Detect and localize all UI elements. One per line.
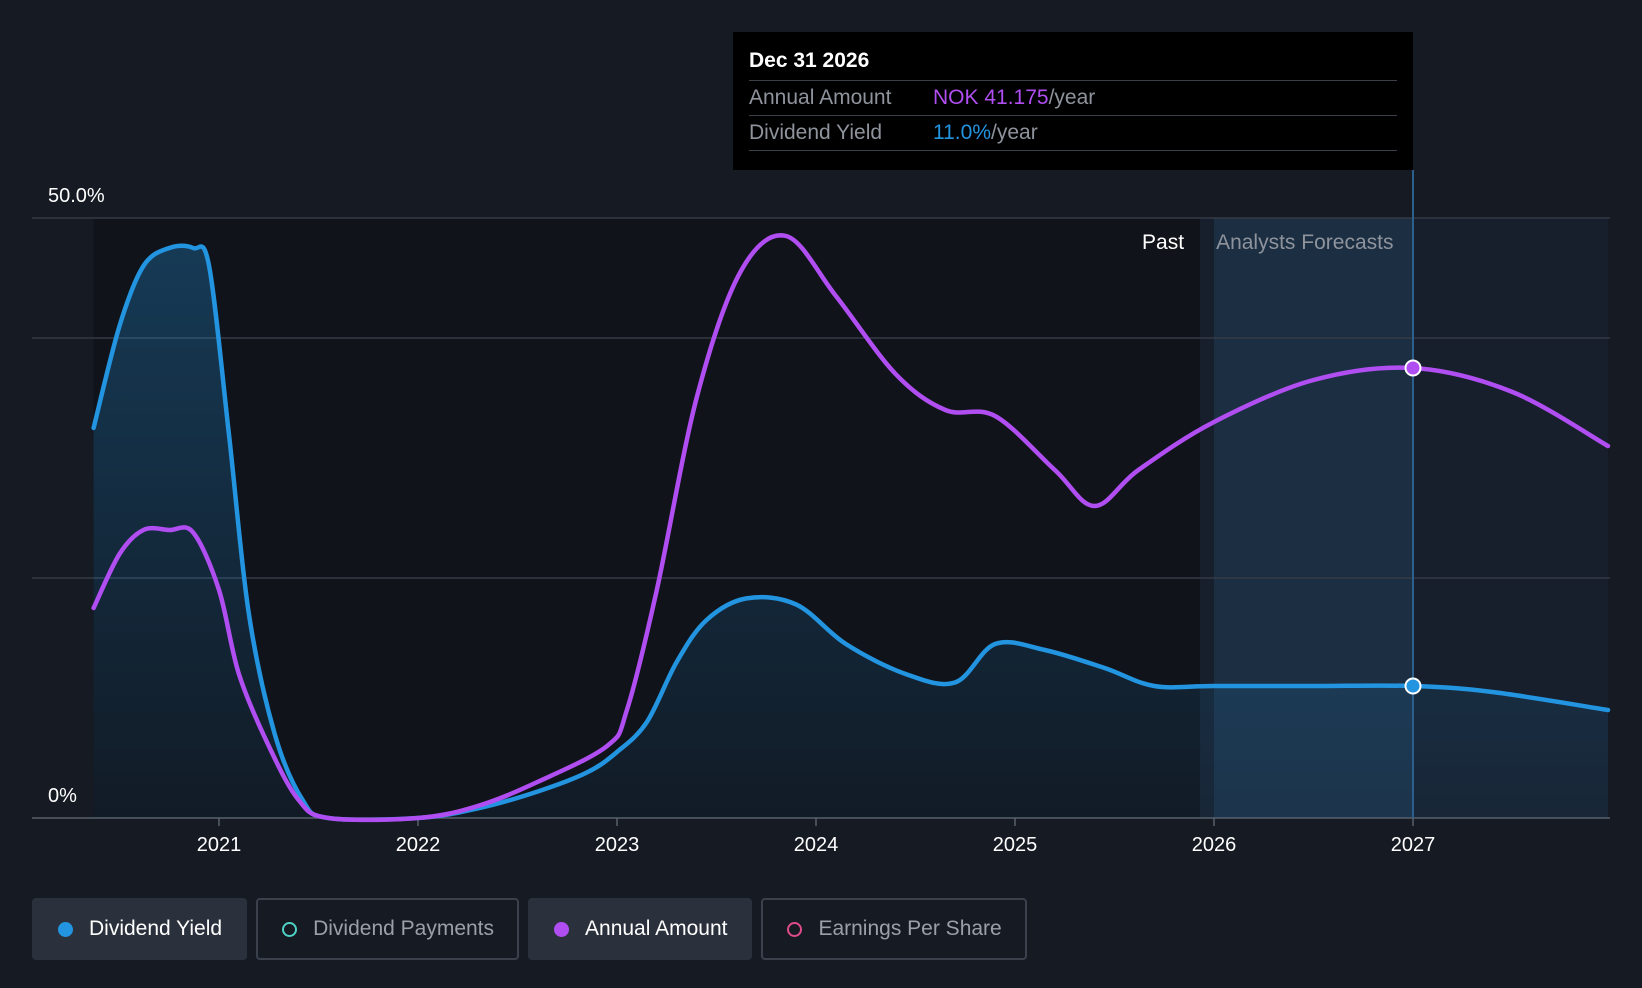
forecast-region-label: Analysts Forecasts — [1216, 231, 1393, 254]
tooltip-yield-row: Dividend Yield 11.0% /year — [749, 115, 1397, 151]
x-tick-label-2022: 2022 — [396, 834, 441, 856]
tooltip-yield-label: Dividend Yield — [749, 121, 883, 144]
legend-earnings-per-share-button[interactable]: Earnings Per Share — [761, 898, 1027, 960]
x-tick-label-2025: 2025 — [993, 834, 1038, 856]
tooltip-date: Dec 31 2026 — [749, 49, 870, 72]
dividend-yield-hover-marker — [1404, 677, 1422, 695]
legend-dividend-yield-button[interactable]: Dividend Yield — [32, 898, 248, 960]
legend-dividend-yield-label: Dividend Yield — [89, 917, 223, 940]
legend-annual-amount-button[interactable]: Annual Amount — [528, 898, 753, 960]
legend-dividend-payments-label: Dividend Payments — [313, 917, 495, 940]
annual-amount-dot-icon — [554, 921, 570, 937]
x-tick-label-2024: 2024 — [794, 834, 839, 856]
annual-amount-line — [91, 233, 1611, 823]
dividend-payments-ring-icon — [282, 921, 298, 937]
dividend-yield-area — [93, 245, 1609, 820]
x-tick-label-2026: 2026 — [1192, 834, 1237, 856]
annual-amount-hover-marker — [1404, 359, 1422, 377]
legend-dividend-payments-button[interactable]: Dividend Payments — [256, 898, 520, 960]
tooltip-yield-unit: /year — [991, 121, 1038, 144]
tooltip-yield-value: 11.0% — [933, 121, 991, 144]
legend-annual-amount-label: Annual Amount — [585, 917, 728, 940]
chart-tooltip: Dec 31 2026 Annual Amount NOK 41.175 /ye… — [733, 32, 1413, 170]
chart-legend: Dividend Yield Dividend Payments Annual … — [32, 898, 1027, 960]
tooltip-annual-value: NOK 41.175 — [933, 86, 1049, 109]
past-region-label: Past — [1142, 231, 1184, 254]
x-tick-label-2023: 2023 — [595, 834, 640, 856]
x-tick-label-2021: 2021 — [197, 834, 242, 856]
tooltip-annual-label: Annual Amount — [749, 86, 892, 109]
y-axis-label-bottom: 0% — [48, 785, 77, 807]
tooltip-annual-row: Annual Amount NOK 41.175 /year — [749, 80, 1397, 115]
dividend-yield-dot-icon — [58, 921, 73, 937]
tooltip-annual-unit: /year — [1048, 86, 1096, 109]
earnings-per-share-ring-icon — [787, 921, 803, 937]
x-tick-label-2027: 2027 — [1391, 834, 1436, 856]
dividend-yield-line — [91, 243, 1611, 823]
legend-earnings-per-share-label: Earnings Per Share — [818, 917, 1002, 940]
y-axis-label-top: 50.0% — [48, 185, 105, 207]
